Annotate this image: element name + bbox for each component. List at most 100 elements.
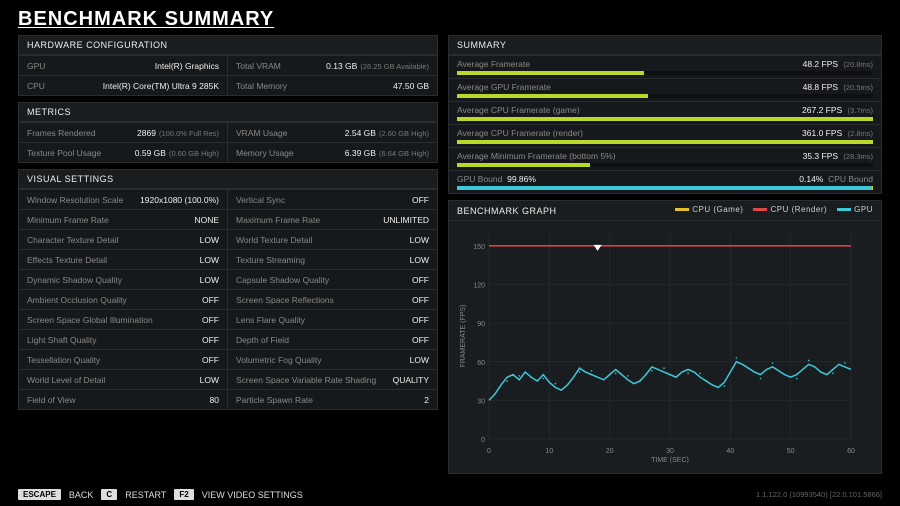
gpu-bound-label: GPU Bound 99.86% [457, 174, 536, 184]
cell-value: 1920x1080 (100.0%) [140, 195, 219, 205]
summary-label: Average Minimum Framerate (bottom 5%) [457, 151, 616, 161]
cell-label: World Level of Detail [27, 375, 105, 385]
setting-cell: Frames Rendered2869(100.0% Full Res) [19, 122, 228, 142]
svg-text:40: 40 [726, 448, 734, 455]
summary-value: 361.0 FPS (2.8ms) [802, 128, 873, 138]
cell-label: VRAM Usage [236, 128, 288, 138]
summary-label: Average Framerate [457, 59, 530, 69]
video-settings-label: VIEW VIDEO SETTINGS [202, 490, 303, 500]
setting-cell: Light Shaft QualityOFF [19, 329, 228, 349]
hardware-panel: HARDWARE CONFIGURATION GPUIntel(R) Graph… [18, 35, 438, 96]
c-key[interactable]: C [101, 489, 117, 500]
cell-sub: (6.64 GB High) [379, 149, 429, 158]
hardware-header: HARDWARE CONFIGURATION [19, 36, 437, 55]
cell-label: Depth of Field [236, 335, 289, 345]
svg-text:0: 0 [487, 448, 491, 455]
cell-value: 6.39 GB(6.64 GB High) [345, 148, 429, 158]
cell-value: 0.13 GB(26.25 GB Available) [326, 61, 429, 71]
setting-cell: Window Resolution Scale 1920x1080 (100.0%… [19, 189, 228, 209]
cell-value: OFF [412, 315, 429, 325]
setting-cell: Vertical SyncOFF [228, 189, 437, 209]
cell-value: LOW [200, 255, 219, 265]
cell-value: OFF [412, 335, 429, 345]
cell-value: OFF [202, 295, 219, 305]
cell-label: Dynamic Shadow Quality [27, 275, 122, 285]
svg-text:90: 90 [477, 321, 485, 328]
summary-row: Average CPU Framerate (render)361.0 FPS … [449, 124, 881, 147]
svg-text:60: 60 [847, 448, 855, 455]
summary-value: 267.2 FPS (3.7ms) [802, 105, 873, 115]
f2-key[interactable]: F2 [174, 489, 193, 500]
cell-value: 2.54 GB(2.60 GB High) [345, 128, 429, 138]
svg-text:TIME (SEC): TIME (SEC) [651, 457, 689, 463]
cell-label: Screen Space Global Illumination [27, 315, 153, 325]
svg-text:20: 20 [606, 448, 614, 455]
metrics-panel: METRICS Frames Rendered2869(100.0% Full … [18, 102, 438, 163]
cell-value: 2 [424, 395, 429, 405]
cell-label: World Texture Detail [236, 235, 312, 245]
svg-text:FRAMERATE (FPS): FRAMERATE (FPS) [460, 305, 467, 368]
setting-cell: Dynamic Shadow Quality LOW [19, 269, 228, 289]
cell-label: Effects Texture Detail [27, 255, 107, 265]
summary-label: Average CPU Framerate (game) [457, 105, 580, 115]
graph-panel: BENCHMARK GRAPH CPU (Game) CPU (Render) GP… [448, 200, 882, 474]
cell-label: Lens Flare Quality [236, 315, 305, 325]
cell-label: Frames Rendered [27, 128, 96, 138]
legend-item: CPU (Render) [753, 205, 827, 214]
cell-label: Maximum Frame Rate [236, 215, 320, 225]
cell-label: Volumetric Fog Quality [236, 355, 322, 365]
cell-value: Intel(R) Core(TM) Ultra 9 285K [103, 81, 219, 91]
legend-item: GPU [837, 205, 873, 214]
legend-item: CPU (Game) [675, 205, 743, 214]
setting-cell: Minimum Frame Rate NONE [19, 209, 228, 229]
cell-label: Minimum Frame Rate [27, 215, 109, 225]
cell-sub: (2.60 GB High) [379, 129, 429, 138]
summary-row: Average Framerate 48.2 FPS (20.8ms) [449, 55, 881, 78]
cell-value: UNLIMITED [383, 215, 429, 225]
svg-text:50: 50 [787, 448, 795, 455]
cell-value: LOW [410, 255, 429, 265]
summary-value: 48.2 FPS (20.8ms) [803, 59, 873, 69]
summary-value: 35.3 FPS (28.3ms) [803, 151, 873, 161]
setting-cell: CPUIntel(R) Core(TM) Ultra 9 285K [19, 75, 228, 95]
visual-settings-panel: VISUAL SETTINGS Window Resolution Scale 1… [18, 169, 438, 410]
graph-header: BENCHMARK GRAPH [457, 206, 557, 216]
metrics-header: METRICS [19, 103, 437, 122]
cpu-bound-label: 0.14% CPU Bound [799, 174, 873, 184]
cell-label: Window Resolution Scale [27, 195, 123, 205]
cell-value: 0.59 GB(0.60 GB High) [135, 148, 219, 158]
back-label: BACK [69, 490, 94, 500]
svg-text:0: 0 [481, 437, 485, 444]
setting-cell: Memory Usage6.39 GB(6.64 GB High) [228, 142, 437, 162]
setting-cell: Capsule Shadow QualityOFF [228, 269, 437, 289]
cell-value: LOW [200, 375, 219, 385]
cell-value: NONE [194, 215, 219, 225]
summary-header: SUMMARY [449, 36, 881, 55]
setting-cell: Tessellation Quality OFF [19, 349, 228, 369]
cell-label: Particle Spawn Rate [236, 395, 313, 405]
svg-text:30: 30 [666, 448, 674, 455]
svg-text:150: 150 [473, 244, 485, 251]
cell-label: Total Memory [236, 81, 287, 91]
svg-text:30: 30 [477, 398, 485, 405]
setting-cell: GPUIntel(R) Graphics [19, 55, 228, 75]
footer-bar: ESCAPE BACK C RESTART F2 VIEW VIDEO SETT… [18, 489, 882, 500]
escape-key[interactable]: ESCAPE [18, 489, 61, 500]
svg-text:120: 120 [473, 283, 485, 290]
svg-text:10: 10 [545, 448, 553, 455]
visual-header: VISUAL SETTINGS [19, 170, 437, 189]
cell-value: LOW [200, 275, 219, 285]
version-label: 1.1.122.0 (10993540) [22.0.101.5866] [756, 490, 882, 499]
cell-label: Screen Space Reflections [236, 295, 334, 305]
cell-sub: (0.60 GB High) [169, 149, 219, 158]
setting-cell: Screen Space ReflectionsOFF [228, 289, 437, 309]
cell-label: Tessellation Quality [27, 355, 100, 365]
setting-cell: World Level of Detail LOW [19, 369, 228, 389]
cell-value: OFF [202, 355, 219, 365]
cell-value: OFF [412, 195, 429, 205]
setting-cell: Field of View80 [19, 389, 228, 409]
summary-row: Average CPU Framerate (game) 267.2 FPS (3… [449, 101, 881, 124]
cell-label: Light Shaft Quality [27, 335, 96, 345]
restart-label: RESTART [125, 490, 166, 500]
cell-value: 47.50 GB [393, 81, 429, 91]
